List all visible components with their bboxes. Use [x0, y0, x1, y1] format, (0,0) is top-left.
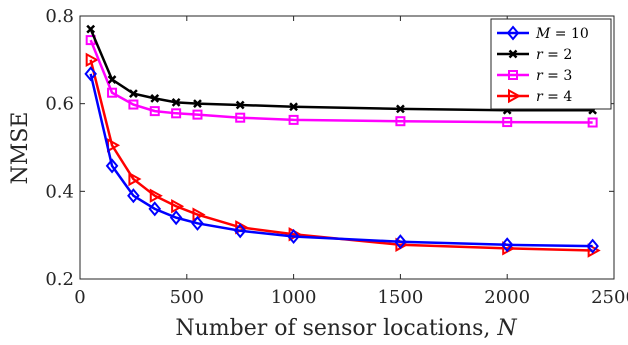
y-tick-label: 0.4 — [45, 181, 74, 202]
x-axis-label: Number of sensor locations, N — [175, 316, 517, 341]
data-point-square — [508, 70, 518, 80]
y-tick-label: 0.8 — [45, 6, 74, 27]
x-tick-label: 500 — [170, 287, 204, 308]
data-point-diamond — [127, 188, 140, 204]
data-point-diamond — [586, 238, 599, 254]
data-point-x — [150, 94, 160, 103]
plot-frame — [79, 15, 615, 280]
series-line — [89, 39, 593, 124]
data-point-square — [171, 108, 182, 119]
data-point-square — [395, 116, 406, 127]
data-point-diamond — [169, 210, 183, 226]
y-tick-label: 0.6 — [45, 94, 74, 115]
data-point-x — [396, 104, 405, 114]
legend-label: r = 3 — [536, 68, 572, 84]
data-point-triangle — [128, 171, 142, 187]
y-tick-label: 0.2 — [45, 269, 74, 290]
data-point-diamond — [84, 66, 97, 82]
legend-label: r = 2 — [536, 47, 572, 63]
series-line — [89, 73, 593, 248]
legend: M = 10 r = 2 r = 3 r = 4 — [490, 18, 612, 110]
series-line — [89, 59, 593, 252]
data-point-square — [288, 114, 299, 125]
series-r-2 — [86, 24, 598, 115]
data-point-square — [502, 117, 513, 128]
x-tick-label: 1500 — [377, 287, 423, 308]
data-point-x — [86, 24, 96, 34]
data-point-triangle — [587, 243, 601, 258]
legend-label: M = 10 — [535, 26, 589, 42]
data-point-x — [171, 97, 181, 107]
legend-entry: M = 10 — [497, 25, 589, 42]
data-point-square — [235, 112, 246, 123]
x-tick-label: 1000 — [271, 287, 317, 308]
data-point-square — [128, 99, 139, 110]
data-point-square — [107, 87, 118, 98]
data-point-x — [508, 49, 518, 59]
series-r-3 — [85, 35, 598, 128]
data-point-triangle — [171, 199, 185, 214]
data-point-diamond — [105, 158, 119, 174]
data-point-diamond — [287, 228, 300, 245]
data-point-x — [107, 75, 117, 84]
legend-entry: r = 2 — [497, 47, 572, 63]
series-M-10 — [84, 66, 599, 254]
data-point-diamond — [500, 237, 514, 253]
x-tick-label: 0 — [74, 287, 85, 308]
data-point-x — [235, 100, 245, 110]
data-point-diamond — [506, 25, 520, 41]
data-point-square — [192, 109, 203, 120]
data-point-x — [193, 99, 202, 109]
y-axis-label: NMSE — [8, 112, 33, 185]
plot-area — [79, 15, 615, 280]
data-point-triangle — [149, 188, 163, 203]
x-tick-label: 2000 — [484, 287, 530, 308]
y-axis: 0.2 0.4 0.6 0.8 — [45, 6, 614, 290]
data-point-diamond — [233, 223, 247, 239]
legend-entry: r = 4 — [497, 88, 572, 105]
data-point-triangle — [85, 52, 99, 68]
data-point-x — [129, 89, 138, 98]
data-point-diamond — [394, 234, 407, 250]
data-point-diamond — [148, 201, 162, 217]
data-point-x — [289, 102, 298, 112]
data-point-square — [587, 117, 598, 128]
legend-label: r = 4 — [536, 89, 572, 105]
data-point-square — [149, 106, 160, 117]
data-point-triangle — [508, 88, 522, 104]
data-point-diamond — [191, 215, 204, 231]
legend-entry: r = 3 — [497, 68, 572, 84]
